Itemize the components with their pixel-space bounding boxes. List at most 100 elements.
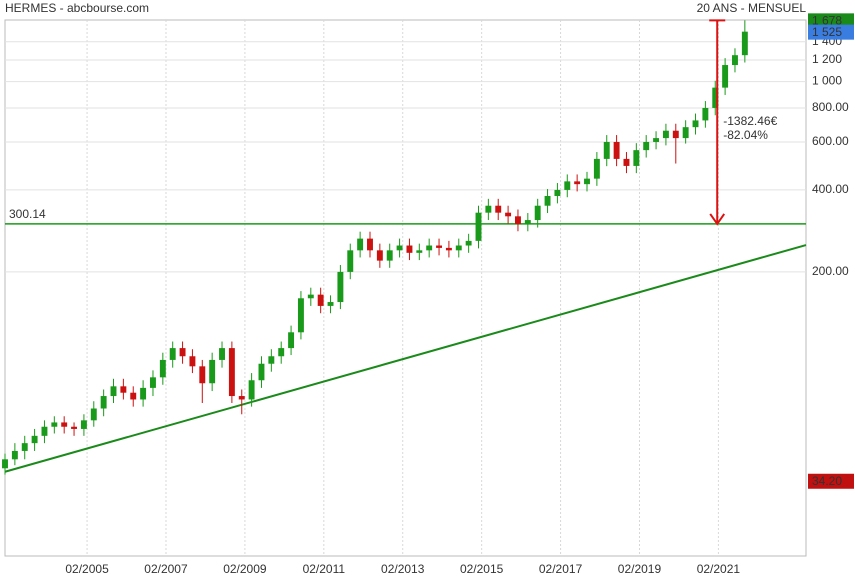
candle-body bbox=[80, 420, 87, 429]
candle-body bbox=[732, 55, 738, 66]
candle-body bbox=[209, 359, 216, 384]
candle-body bbox=[307, 294, 314, 299]
candle-body bbox=[574, 181, 581, 185]
y-tick-label: 600.00 bbox=[812, 134, 849, 148]
candle-body bbox=[662, 130, 669, 139]
price-marker bbox=[808, 473, 854, 489]
candle-body bbox=[722, 65, 729, 88]
candle-body bbox=[712, 87, 719, 108]
candle-body bbox=[278, 348, 285, 357]
candle-body bbox=[51, 422, 58, 427]
candle-body bbox=[90, 408, 97, 421]
candle-body bbox=[524, 220, 531, 224]
candle-body bbox=[61, 422, 68, 427]
candle-body bbox=[564, 181, 571, 190]
chart-subtitle: 20 ANS - MENSUEL bbox=[697, 1, 807, 15]
level-label: 300.14 bbox=[9, 207, 46, 221]
candle-body bbox=[159, 359, 166, 378]
candle-body bbox=[2, 459, 8, 469]
candle-body bbox=[554, 189, 561, 196]
x-tick-label: 02/2015 bbox=[460, 562, 504, 576]
candle-body bbox=[682, 127, 689, 139]
candle-body bbox=[120, 386, 127, 393]
candle-body bbox=[297, 298, 304, 333]
candle-body bbox=[150, 377, 156, 388]
y-tick-label: 800.00 bbox=[812, 100, 849, 114]
x-tick-label: 02/2021 bbox=[697, 562, 741, 576]
candle-body bbox=[140, 387, 147, 400]
candle-body bbox=[199, 366, 206, 384]
annotation-arrowhead bbox=[709, 213, 726, 226]
candle-body bbox=[603, 141, 610, 159]
candle-body bbox=[228, 348, 235, 397]
x-tick-label: 02/2005 bbox=[65, 562, 109, 576]
y-tick-label: 1 200 bbox=[812, 52, 842, 66]
x-tick-label: 02/2017 bbox=[539, 562, 583, 576]
candle-body bbox=[613, 141, 620, 159]
candle-body bbox=[534, 205, 541, 221]
candle-body bbox=[11, 450, 18, 460]
candle-body bbox=[584, 178, 590, 185]
candle-body bbox=[189, 356, 196, 367]
price-marker-label: 1 678 bbox=[812, 14, 842, 28]
candle-body bbox=[633, 150, 640, 166]
x-tick-label: 02/2011 bbox=[303, 562, 346, 576]
candle-body bbox=[455, 245, 462, 251]
candle-body bbox=[386, 250, 393, 261]
candle-body bbox=[268, 356, 275, 364]
plot-area bbox=[4, 19, 807, 557]
price-marker bbox=[808, 13, 854, 29]
candle-body bbox=[41, 426, 48, 436]
candle-body bbox=[495, 205, 502, 213]
x-tick-label: 02/2019 bbox=[618, 562, 662, 576]
candle-body bbox=[347, 250, 354, 272]
candle-body bbox=[485, 205, 492, 213]
candle-body bbox=[337, 271, 344, 303]
y-tick-label: 1 000 bbox=[812, 74, 842, 88]
candle-body bbox=[110, 386, 117, 397]
candle-body bbox=[593, 158, 600, 179]
candle-body bbox=[31, 435, 38, 444]
x-tick-label: 02/2009 bbox=[223, 562, 267, 576]
candle-body bbox=[436, 245, 442, 248]
candle-body bbox=[653, 138, 660, 142]
y-tick-label: 200.00 bbox=[812, 264, 849, 278]
candle-body bbox=[672, 130, 679, 139]
candle-body bbox=[445, 247, 452, 251]
candle-body bbox=[643, 141, 650, 151]
candle-body bbox=[406, 245, 413, 253]
trend-line bbox=[4, 244, 807, 473]
price-marker-label: 34.20 bbox=[812, 474, 842, 488]
candle-body bbox=[100, 396, 107, 409]
candle-body bbox=[396, 245, 403, 251]
candle-body bbox=[702, 107, 709, 121]
candle-body bbox=[514, 216, 521, 224]
candle-body bbox=[71, 426, 78, 429]
candle-body bbox=[169, 348, 176, 360]
candle-body bbox=[426, 245, 433, 251]
x-tick-label: 02/2007 bbox=[144, 562, 188, 576]
annotation-text: -1382.46€ bbox=[723, 114, 777, 128]
price-marker bbox=[808, 24, 854, 40]
x-tick-label: 02/2013 bbox=[381, 562, 425, 576]
candle-body bbox=[475, 212, 482, 241]
y-tick-label: 400.00 bbox=[812, 182, 849, 196]
candle-body bbox=[179, 348, 186, 357]
candle-body bbox=[327, 302, 334, 306]
candle-body bbox=[238, 396, 245, 400]
candle-body bbox=[258, 363, 265, 381]
candle-body bbox=[741, 31, 748, 56]
candle-body bbox=[416, 250, 423, 253]
candle-body bbox=[367, 238, 373, 251]
chart-title: HERMES - abcbourse.com bbox=[5, 1, 149, 15]
candle-body bbox=[317, 294, 324, 306]
candle-body bbox=[623, 158, 630, 166]
candle-body bbox=[357, 238, 364, 251]
candle-body bbox=[505, 212, 512, 217]
candle-body bbox=[692, 120, 699, 128]
candle-body bbox=[544, 195, 551, 206]
candle-body bbox=[130, 392, 137, 400]
candle-body bbox=[219, 348, 225, 360]
